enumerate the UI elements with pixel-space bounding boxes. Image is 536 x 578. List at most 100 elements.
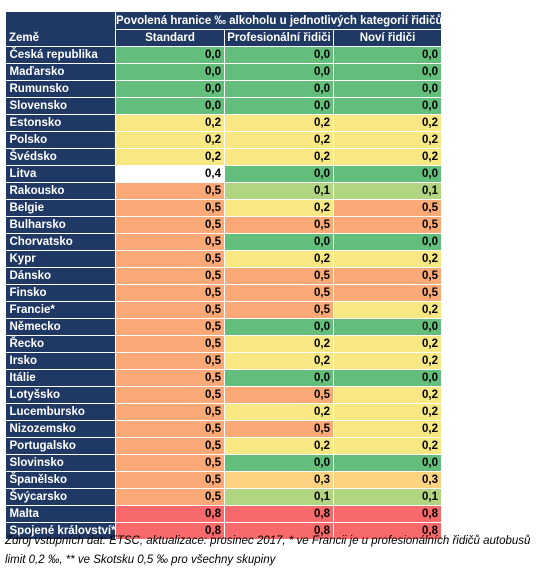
limit-value-cell: 0,3 bbox=[332, 471, 443, 489]
limit-value-cell: 0,2 bbox=[332, 352, 443, 370]
limit-value-cell: 0,5 bbox=[332, 284, 443, 302]
source-note: Zdroj vstupních dat: ETSC, aktualizace: … bbox=[5, 535, 531, 566]
country-cell: Kypr bbox=[5, 250, 116, 268]
limit-value-cell: 0,5 bbox=[115, 352, 225, 370]
limit-value-cell: 0,0 bbox=[224, 318, 334, 336]
table-row: Česká republika 0,0 0,0 0,0 bbox=[5, 46, 443, 64]
limit-value-cell: 0,5 bbox=[224, 284, 334, 302]
country-cell: Řecko bbox=[5, 335, 116, 353]
limit-value-cell: 0,8 bbox=[224, 505, 334, 523]
table-row: Bulharsko 0,5 0,5 0,5 bbox=[5, 216, 443, 234]
table-row: Kypr 0,5 0,2 0,2 bbox=[5, 250, 443, 268]
limit-value-cell: 0,2 bbox=[115, 148, 225, 166]
table-row: Irsko 0,5 0,2 0,2 bbox=[5, 352, 443, 370]
limit-value-cell: 0,5 bbox=[224, 301, 334, 319]
limit-value-cell: 0,0 bbox=[332, 97, 443, 115]
limit-value-cell: 0,5 bbox=[332, 267, 443, 285]
limit-value-cell: 0,5 bbox=[332, 199, 443, 217]
limit-value-cell: 0,0 bbox=[224, 63, 334, 81]
limit-value-cell: 0,0 bbox=[224, 80, 334, 98]
limit-value-cell: 0,1 bbox=[224, 182, 334, 200]
limit-value-cell: 0,2 bbox=[332, 148, 443, 166]
limit-value-cell: 0,2 bbox=[115, 114, 225, 132]
country-cell: Nizozemsko bbox=[5, 420, 116, 438]
limit-value-cell: 0,5 bbox=[224, 216, 334, 234]
country-cell: Irsko bbox=[5, 352, 116, 370]
limit-value-cell: 0,5 bbox=[115, 284, 225, 302]
limit-value-cell: 0,5 bbox=[115, 335, 225, 353]
limit-value-cell: 0,5 bbox=[115, 216, 225, 234]
limit-value-cell: 0,0 bbox=[332, 46, 443, 64]
table-row: Španělsko 0,5 0,3 0,3 bbox=[5, 471, 443, 489]
table-row: Polsko 0,2 0,2 0,2 bbox=[5, 131, 443, 149]
limit-value-cell: 0,5 bbox=[224, 386, 334, 404]
limit-value-cell: 0,8 bbox=[332, 505, 443, 523]
limit-value-cell: 0,2 bbox=[332, 403, 443, 421]
table-row: Francie* 0,5 0,5 0,2 bbox=[5, 301, 443, 319]
limit-value-cell: 0,0 bbox=[115, 80, 225, 98]
limit-value-cell: 0,5 bbox=[115, 318, 225, 336]
limit-value-cell: 0,2 bbox=[332, 420, 443, 438]
new-drivers-column-header: Noví řidiči bbox=[332, 29, 443, 47]
country-cell: Rumunsko bbox=[5, 80, 116, 98]
table-row: Řecko 0,5 0,2 0,2 bbox=[5, 335, 443, 353]
limit-value-cell: 0,0 bbox=[115, 97, 225, 115]
alcohol-limits-table-wrapper: Země Povolená hranice ‰ alkoholu u jedno… bbox=[5, 11, 443, 540]
country-cell: Belgie bbox=[5, 199, 116, 217]
limit-value-cell: 0,2 bbox=[224, 114, 334, 132]
table-row: Rumunsko 0,0 0,0 0,0 bbox=[5, 80, 443, 98]
table-row: Švýcarsko 0,5 0,1 0,1 bbox=[5, 488, 443, 506]
standard-column-header: Standard bbox=[115, 29, 225, 47]
limit-value-cell: 0,0 bbox=[224, 165, 334, 183]
limit-value-cell: 0,2 bbox=[224, 250, 334, 268]
limit-value-cell: 0,5 bbox=[115, 199, 225, 217]
country-cell: Lucembursko bbox=[5, 403, 116, 421]
table-row: Itálie 0,5 0,0 0,0 bbox=[5, 369, 443, 387]
country-cell: Maďarsko bbox=[5, 63, 116, 81]
professional-column-header: Profesionální řidiči bbox=[224, 29, 334, 47]
limit-value-cell: 0,5 bbox=[115, 420, 225, 438]
limit-value-cell: 0,2 bbox=[224, 199, 334, 217]
table-row: Chorvatsko 0,5 0,0 0,0 bbox=[5, 233, 443, 251]
limit-value-cell: 0,2 bbox=[224, 437, 334, 455]
country-cell: Česká republika bbox=[5, 46, 116, 64]
country-cell: Španělsko bbox=[5, 471, 116, 489]
table-row: Estonsko 0,2 0,2 0,2 bbox=[5, 114, 443, 132]
country-cell: Portugalsko bbox=[5, 437, 116, 455]
table-row: Spojené království** 0,8 0,8 0,8 bbox=[5, 522, 443, 540]
limit-value-cell: 0,5 bbox=[115, 233, 225, 251]
country-cell: Dánsko bbox=[5, 267, 116, 285]
country-cell: Švýcarsko bbox=[5, 488, 116, 506]
table-row: Lucembursko 0,5 0,2 0,2 bbox=[5, 403, 443, 421]
table-row: Litva 0,4 0,0 0,0 bbox=[5, 165, 443, 183]
limit-value-cell: 0,2 bbox=[332, 386, 443, 404]
country-cell: Polsko bbox=[5, 131, 116, 149]
limit-value-cell: 0,1 bbox=[332, 488, 443, 506]
limit-value-cell: 0,0 bbox=[332, 369, 443, 387]
limit-value-cell: 0,2 bbox=[332, 131, 443, 149]
limit-value-cell: 0,5 bbox=[115, 386, 225, 404]
limit-value-cell: 0,3 bbox=[224, 471, 334, 489]
limit-value-cell: 0,2 bbox=[224, 335, 334, 353]
limit-value-cell: 0,0 bbox=[115, 46, 225, 64]
limit-value-cell: 0,8 bbox=[115, 505, 225, 523]
table-row: Belgie 0,5 0,2 0,5 bbox=[5, 199, 443, 217]
table-row: Portugalsko 0,5 0,2 0,2 bbox=[5, 437, 443, 455]
limit-value-cell: 0,2 bbox=[332, 301, 443, 319]
table-row: Švédsko 0,2 0,2 0,2 bbox=[5, 148, 443, 166]
limit-value-cell: 0,0 bbox=[332, 454, 443, 472]
country-cell: Litva bbox=[5, 165, 116, 183]
table-row: Rakousko 0,5 0,1 0,1 bbox=[5, 182, 443, 200]
limit-value-cell: 0,0 bbox=[332, 318, 443, 336]
limit-value-cell: 0,4 bbox=[115, 165, 225, 183]
limit-value-cell: 0,5 bbox=[115, 454, 225, 472]
limit-value-cell: 0,0 bbox=[224, 97, 334, 115]
limit-value-cell: 0,5 bbox=[224, 267, 334, 285]
table-row: Německo 0,5 0,0 0,0 bbox=[5, 318, 443, 336]
country-cell: Itálie bbox=[5, 369, 116, 387]
country-cell: Německo bbox=[5, 318, 116, 336]
limit-value-cell: 0,0 bbox=[115, 63, 225, 81]
limit-value-cell: 0,0 bbox=[224, 454, 334, 472]
country-cell: Chorvatsko bbox=[5, 233, 116, 251]
table-row: Nizozemsko 0,5 0,5 0,2 bbox=[5, 420, 443, 438]
